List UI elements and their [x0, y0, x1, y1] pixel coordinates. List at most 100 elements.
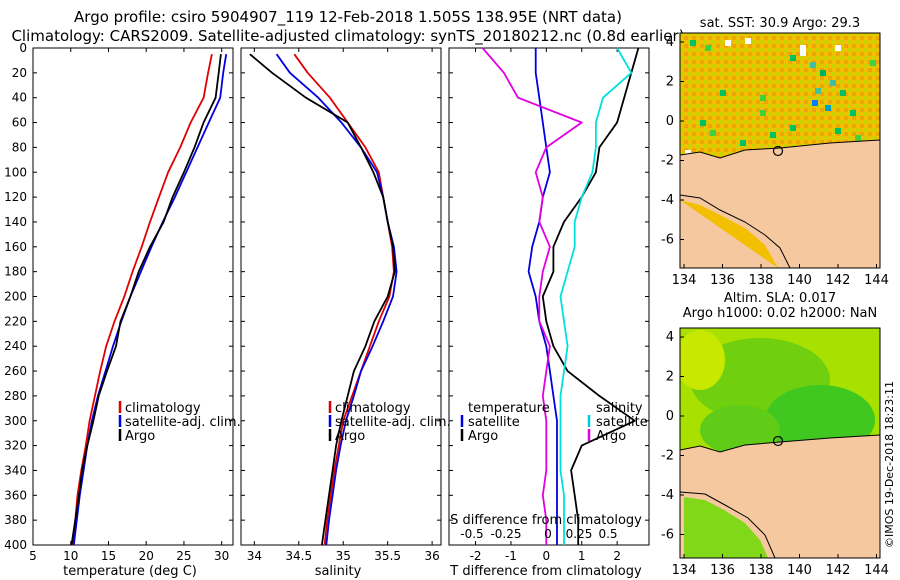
legend-argo: Argo	[335, 429, 365, 444]
sst-pixel	[855, 135, 861, 141]
map-y-tick-label: 2	[666, 370, 674, 385]
sst-pixel	[800, 50, 806, 56]
map-y-tick-label: 0	[666, 409, 674, 424]
x-tick-label: 15	[101, 549, 116, 563]
sst-pixel	[710, 130, 716, 136]
map-x-tick-label: 142	[826, 273, 851, 288]
depth-tick-label: 280	[4, 389, 27, 403]
map-x-tick-label: 136	[710, 563, 735, 578]
depth-tick-label: 220	[4, 314, 27, 328]
sst-pixel	[720, 90, 726, 96]
sst-pixel	[760, 95, 766, 101]
sst-pixel	[685, 150, 691, 156]
map-y-tick-label: -2	[661, 449, 674, 464]
sst-pixel	[690, 40, 696, 46]
depth-tick-label: 300	[4, 414, 27, 428]
sst-map	[679, 32, 881, 269]
salinity-xlabel: salinity	[315, 564, 362, 579]
depth-tick-label: 60	[12, 116, 27, 130]
legend-sat: satellite-adj. clim.	[335, 415, 451, 430]
map-y-tick-label: -4	[661, 488, 674, 503]
sst-pixel	[705, 45, 711, 51]
depth-tick-label: 320	[4, 439, 27, 453]
sst-pixel	[820, 70, 826, 76]
map-x-tick-label: 134	[672, 563, 697, 578]
sst-pixel	[835, 128, 841, 134]
credit-text: ©IMOS 19-Dec-2018 18:23:11	[883, 381, 896, 548]
temperature-xlabel: temperature (deg C)	[63, 564, 197, 579]
x-tick-label: 35	[336, 549, 351, 563]
map-y-tick-label: 0	[666, 114, 674, 129]
series-line-climatology	[293, 53, 395, 546]
depth-tick-label: 100	[4, 165, 27, 179]
depth-tick-label: 140	[4, 215, 27, 229]
sla-blob	[700, 405, 780, 455]
sla-map-frame	[679, 327, 881, 559]
title-line-1: Argo profile: csiro 5904907_119 12-Feb-2…	[74, 8, 622, 27]
legend-clim: climatology	[335, 401, 411, 416]
sst-pixel	[740, 140, 746, 146]
sst-pixel	[790, 125, 796, 131]
x-tick-label: 10	[63, 549, 78, 563]
sst-pixel	[815, 88, 821, 94]
map-ticks: 134 136 138 140 142 144 4 2 0 -2 -4 -6 134 136 138 140 1…	[661, 35, 889, 578]
map-x-tick-label: 134	[672, 273, 697, 288]
legend-t-sat: satellite	[468, 415, 520, 430]
map-y-tick-label: 2	[666, 75, 674, 90]
x-top-tick-label: 0.25	[566, 527, 593, 541]
sst-pixel	[700, 120, 706, 126]
sla-map	[679, 327, 881, 559]
sst-pixel	[812, 100, 818, 106]
sst-pixel	[810, 62, 816, 68]
map-y-tick-label: -6	[661, 233, 674, 248]
map-x-tick-label: 138	[749, 273, 774, 288]
title-line-2: Climatology: CARS2009. Satellite-adjuste…	[11, 27, 684, 46]
x-tick-label: 2	[613, 549, 621, 563]
legend-sat: satellite-adj. clim.	[125, 415, 241, 430]
x-tick-label: 5	[29, 549, 37, 563]
sla-argo-marker	[772, 435, 784, 447]
sst-pixel	[770, 132, 776, 138]
depth-tick-label: 380	[4, 513, 27, 527]
difference-panel-frame	[448, 47, 650, 546]
series-line-argo	[70, 54, 222, 546]
series-line-climatology	[71, 54, 213, 546]
difference-legend: temperature satellite Argo salinity sate…	[460, 401, 648, 444]
map-x-tick-label: 140	[787, 563, 812, 578]
sst-pixel	[725, 40, 731, 46]
x-tick-label: 36	[424, 549, 439, 563]
x-tick-label: 34	[247, 549, 262, 563]
depth-tick-label: 120	[4, 190, 27, 204]
map-x-tick-label: 144	[864, 273, 889, 288]
map-y-tick-label: -2	[661, 154, 674, 169]
map-x-tick-label: 142	[826, 563, 851, 578]
sst-sea-arafura	[680, 200, 778, 268]
sst-map-title: sat. SST: 30.9 Argo: 29.3	[700, 16, 860, 31]
legend-clim: climatology	[125, 401, 201, 416]
x-top-tick-label: 0.5	[598, 527, 617, 541]
depth-tick-label: 20	[12, 66, 27, 80]
sst-pixel	[870, 60, 876, 66]
series-line-t-satellite	[527, 48, 558, 545]
sst-pixel	[760, 110, 766, 116]
difference-xlabel-top: S difference from climatology	[450, 513, 642, 528]
x-tick-label: -1	[505, 549, 517, 563]
series-line-argo	[249, 53, 396, 546]
x-tick-label: 1	[578, 549, 586, 563]
difference-xlabel: T difference from climatology	[449, 564, 642, 579]
legend-argo: Argo	[125, 429, 155, 444]
map-x-tick-label: 140	[787, 273, 812, 288]
sst-pixel	[745, 38, 751, 44]
legend-s-argo: Argo	[596, 429, 626, 444]
depth-tick-label: 160	[4, 240, 27, 254]
depth-tick-label: 200	[4, 290, 27, 304]
x-tick-label: 30	[214, 549, 229, 563]
depth-axis: 0 20 40 60 80 100 120 140 160 180 200 220 240 260 280 3…	[4, 41, 649, 552]
sst-pixel	[790, 55, 796, 61]
series-line-s-satellite	[559, 47, 633, 545]
legend-temperature: temperature	[468, 401, 550, 416]
depth-tick-label: 80	[12, 140, 27, 154]
series-line-t-argo	[541, 47, 640, 545]
sst-pixel	[800, 45, 806, 51]
